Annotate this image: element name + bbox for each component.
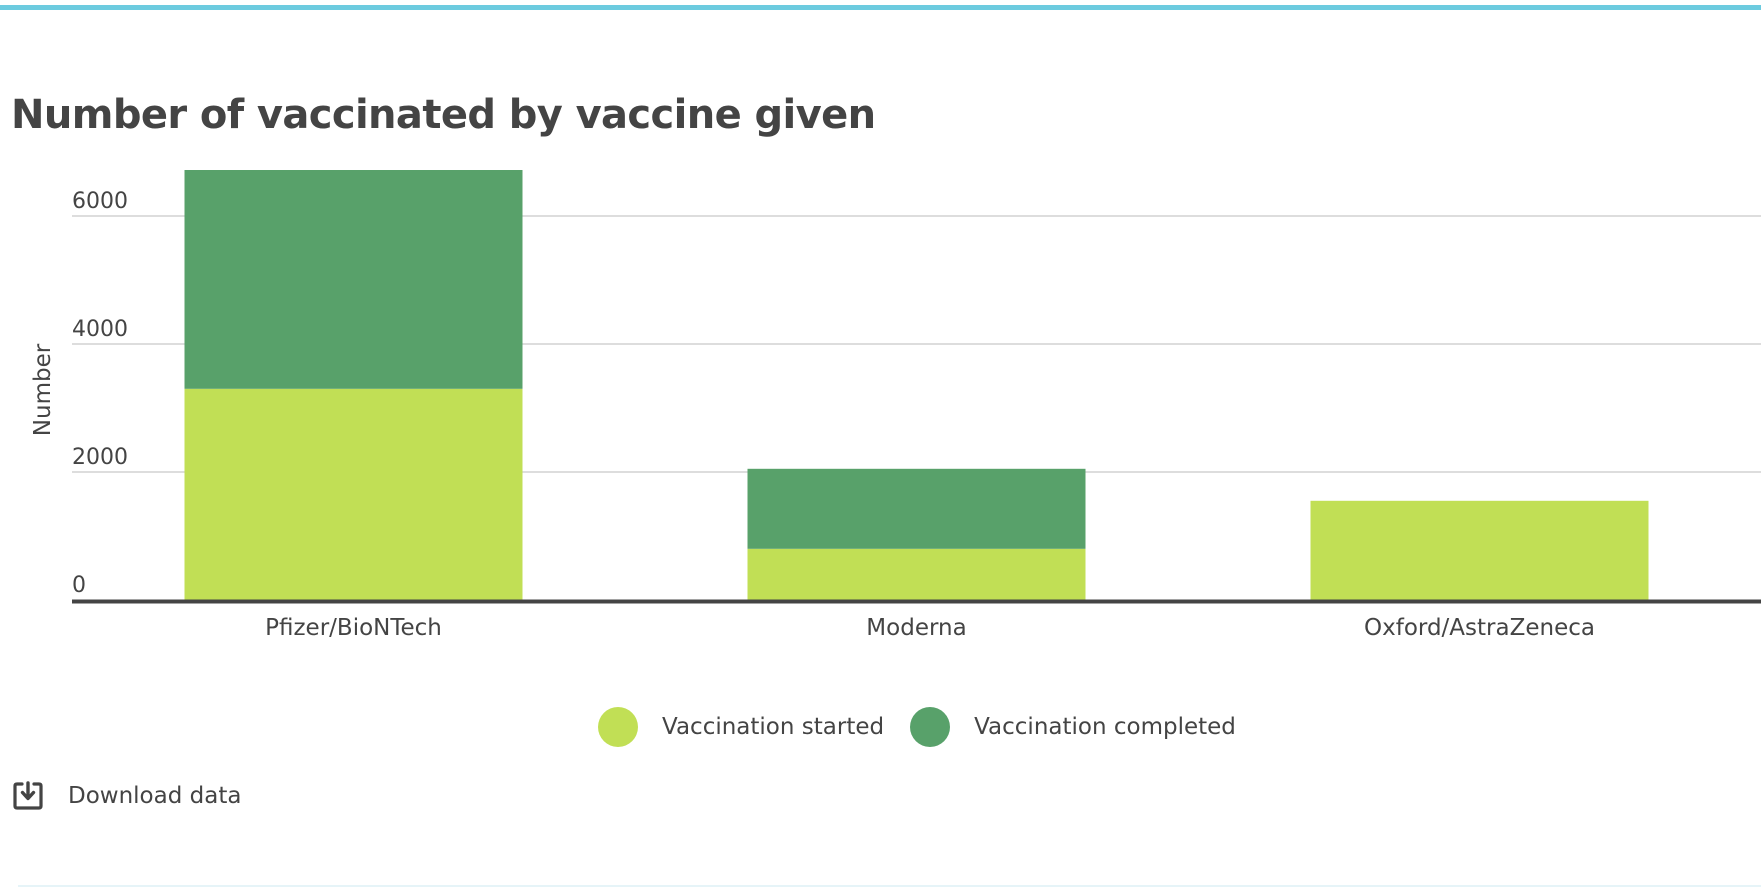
legend-item-completed[interactable]: Vaccination completed <box>910 707 1236 747</box>
chart-title: Number of vaccinated by vaccine given <box>11 92 876 138</box>
y-axis-ticks: 120001000080006000400020000 <box>72 189 128 598</box>
y-tick-label: 6000 <box>72 189 128 214</box>
y-tick-label: 4000 <box>72 317 128 342</box>
bar-completed[interactable] <box>184 170 523 389</box>
y-axis-label: Number <box>30 343 56 436</box>
bar-completed[interactable] <box>747 468 1086 549</box>
bottom-divider <box>18 885 1761 887</box>
legend-item-started[interactable]: Vaccination started <box>598 707 884 747</box>
legend-label-completed: Vaccination completed <box>974 714 1236 740</box>
x-axis-ticks: Pfizer/BioNTech Moderna Oxford/AstraZeneca <box>265 615 1595 641</box>
bar-started[interactable] <box>184 388 523 600</box>
bar-started[interactable] <box>1310 500 1649 600</box>
legend-label-started: Vaccination started <box>662 714 885 740</box>
x-tick-label: Oxford/AstraZeneca <box>1364 615 1595 641</box>
download-data-label: Download data <box>68 783 242 809</box>
bars <box>184 170 1649 600</box>
top-accent-bar <box>0 5 1761 10</box>
download-data-button[interactable]: Download data <box>12 780 241 812</box>
x-tick-label: Pfizer/BioNTech <box>265 615 442 641</box>
y-tick-label: 2000 <box>72 445 128 470</box>
bar-started[interactable] <box>747 548 1086 600</box>
y-tick-label: 0 <box>72 573 86 598</box>
bar-chart: 120001000080006000400020000 Pfizer/BioNT… <box>30 170 1761 641</box>
legend-swatch-started <box>598 707 638 747</box>
chart-legend: Vaccination started Vaccination complete… <box>598 705 1262 749</box>
download-icon <box>12 780 44 812</box>
legend-swatch-completed <box>910 707 951 747</box>
x-tick-label: Moderna <box>866 615 966 641</box>
